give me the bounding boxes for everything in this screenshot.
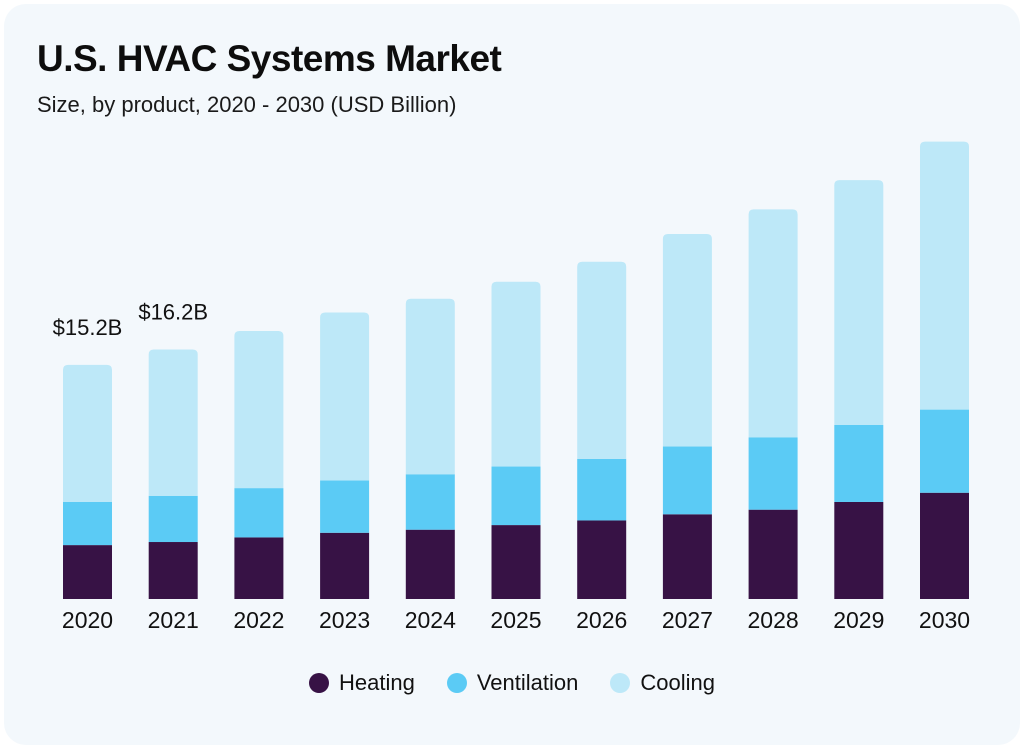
bar-ventilation-2025	[491, 466, 541, 526]
bar-heating-2021	[148, 542, 198, 599]
bar-ventilation-2029	[834, 424, 884, 502]
bar-heating-2024	[405, 529, 455, 599]
x-tick-label: 2022	[233, 607, 284, 633]
bar-heating-2029	[834, 501, 884, 599]
data-label: $16.2B	[138, 300, 208, 325]
bar-heating-2020	[63, 545, 112, 599]
legend-item-cooling: Cooling	[610, 670, 715, 696]
legend-swatch	[309, 673, 329, 693]
legend-item-ventilation: Ventilation	[446, 670, 579, 696]
x-tick-label: 2020	[62, 607, 113, 633]
legend-item-heating: Heating	[309, 670, 415, 696]
bar-cooling-2026	[577, 261, 627, 459]
bar-ventilation-2026	[577, 458, 627, 521]
x-tick-label: 2029	[833, 607, 884, 633]
x-tick-label: 2028	[748, 607, 799, 633]
x-tick-label: 2030	[919, 607, 970, 633]
x-tick-label: 2026	[576, 607, 627, 633]
bar-cooling-2029	[834, 180, 884, 425]
x-tick-label: 2025	[490, 607, 541, 633]
legend-swatch	[446, 673, 467, 693]
x-tick-label: 2021	[148, 607, 199, 633]
data-label: $15.2B	[53, 315, 123, 340]
bar-cooling-2021	[148, 349, 198, 496]
bar-cooling-2024	[405, 298, 455, 475]
legend-label: Heating	[339, 670, 415, 695]
bar-ventilation-2023	[320, 480, 370, 533]
bar-ventilation-2028	[748, 437, 798, 510]
bar-cooling-2025	[491, 281, 541, 467]
bar-heating-2026	[577, 520, 627, 599]
bar-cooling-2020	[63, 364, 112, 502]
bar-heating-2023	[320, 532, 370, 599]
bar-cooling-2030	[920, 141, 969, 410]
bar-cooling-2028	[748, 209, 798, 438]
bar-heating-2022	[234, 537, 284, 599]
bar-heating-2028	[748, 509, 798, 599]
x-tick-label: 2024	[405, 607, 456, 633]
bar-cooling-2027	[662, 234, 712, 447]
bar-ventilation-2022	[234, 488, 284, 538]
bar-heating-2030	[920, 492, 969, 599]
x-tick-label: 2023	[319, 607, 370, 633]
chart-subtitle: Size, by product, 2020 - 2030 (USD Billi…	[37, 92, 457, 117]
bar-heating-2025	[491, 525, 541, 599]
bar-cooling-2023	[320, 312, 370, 481]
bar-ventilation-2024	[405, 474, 455, 530]
legend-label: Cooling	[640, 670, 715, 695]
bar-ventilation-2027	[662, 446, 712, 515]
legend-swatch	[610, 673, 631, 693]
bar-cooling-2022	[234, 331, 284, 489]
bar-ventilation-2030	[920, 409, 969, 493]
x-tick-label: 2027	[662, 607, 713, 633]
bar-heating-2027	[662, 514, 712, 599]
chart-title: U.S. HVAC Systems Market	[37, 38, 502, 79]
bar-ventilation-2021	[148, 495, 198, 543]
bar-ventilation-2020	[63, 501, 112, 546]
legend-label: Ventilation	[476, 670, 579, 695]
legend: Heating Ventilation Cooling	[0, 670, 1024, 696]
